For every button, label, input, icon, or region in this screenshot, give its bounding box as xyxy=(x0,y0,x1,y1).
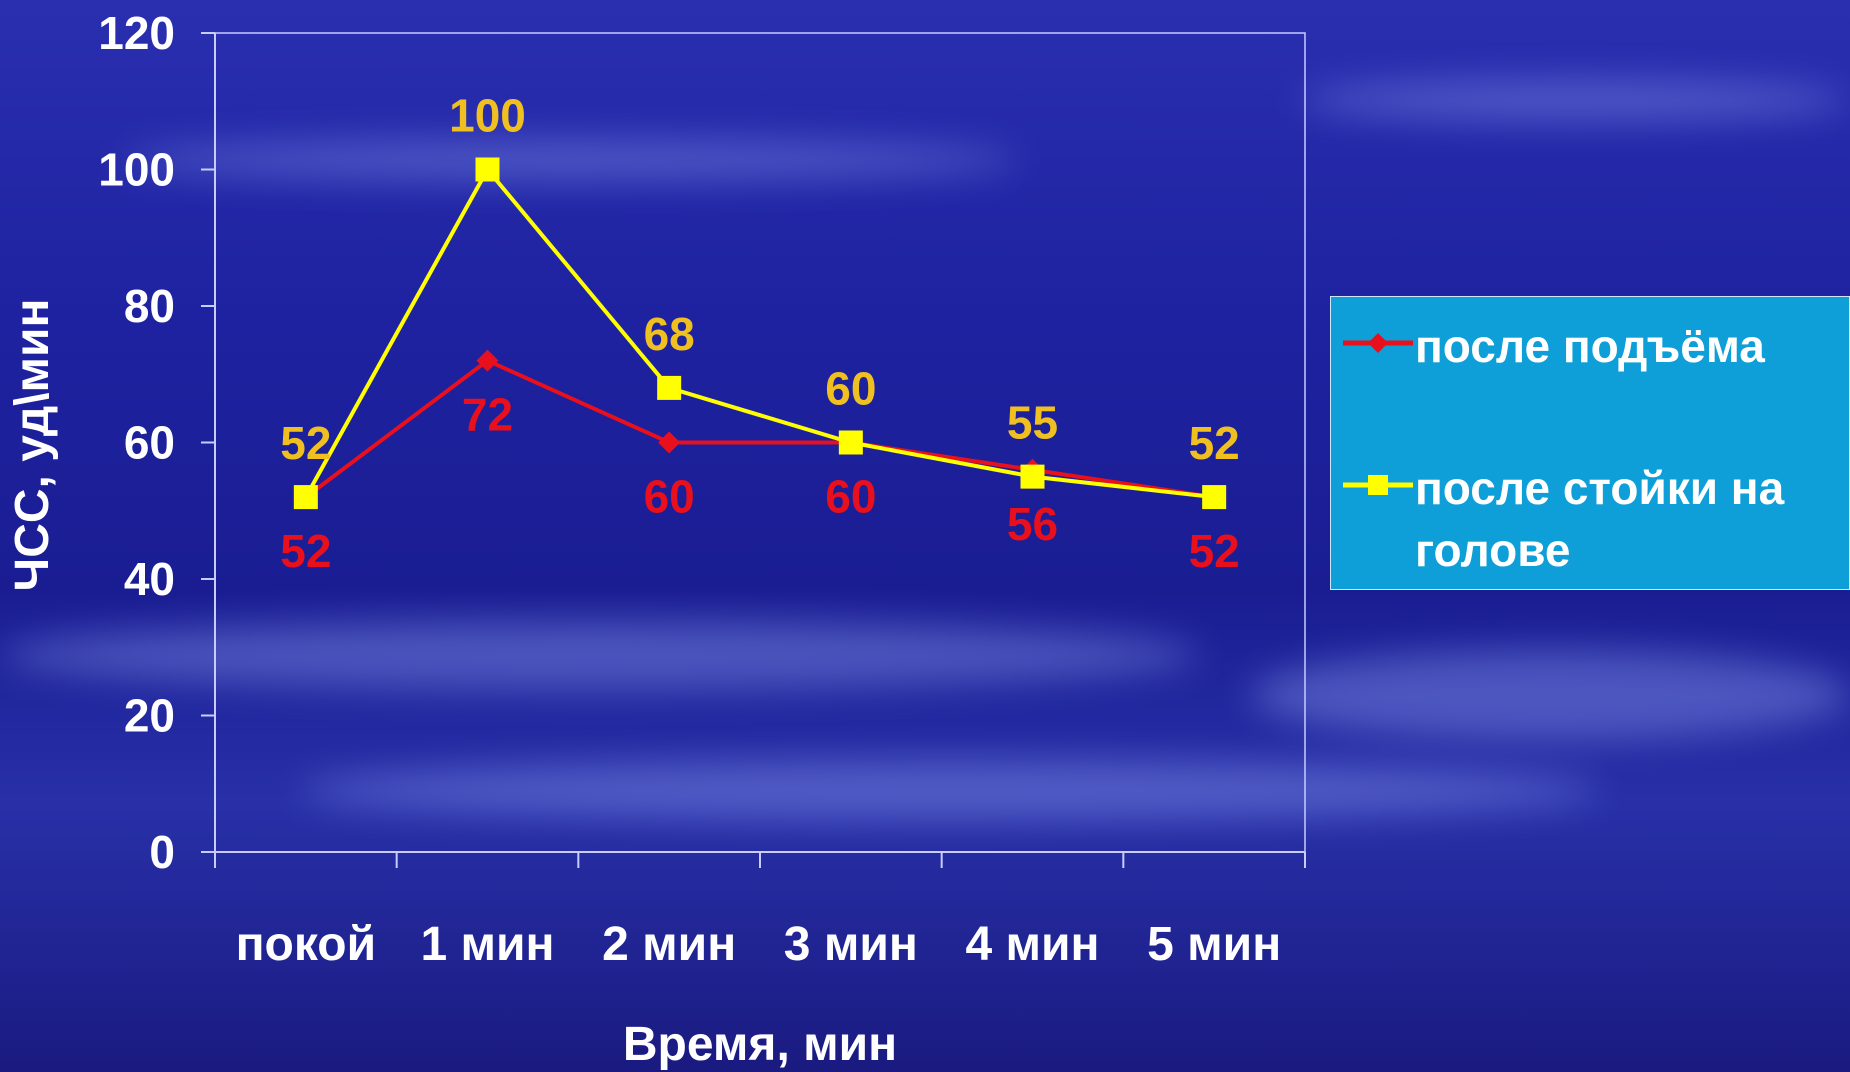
x-axis-title: Время, мин xyxy=(623,1018,897,1071)
legend-label-series-1: после подъёма xyxy=(1415,320,1765,372)
data-label: 100 xyxy=(449,90,526,142)
data-label: 55 xyxy=(1007,397,1058,449)
y-tick-label: 100 xyxy=(98,144,175,196)
series-line-2 xyxy=(304,165,1215,500)
data-point-square xyxy=(475,157,500,182)
y-tick-label: 60 xyxy=(124,417,175,469)
data-point-diamond xyxy=(476,349,499,372)
x-tick-label: покой xyxy=(236,918,377,971)
data-label: 52 xyxy=(1189,525,1240,577)
data-point-square xyxy=(1202,485,1227,510)
data-label: 52 xyxy=(1189,417,1240,469)
x-tick-label: 4 мин xyxy=(965,918,1099,971)
data-point-square xyxy=(657,375,682,400)
legend-swatch-diamond-icon xyxy=(1341,315,1415,371)
data-label: 52 xyxy=(280,417,331,469)
legend-swatch-square-icon xyxy=(1341,457,1415,513)
data-labels: 52 72 60 60 56 52 52 100 68 60 55 52 xyxy=(280,90,1240,578)
data-label: 52 xyxy=(280,525,331,577)
legend: после подъёма после стойки на голове xyxy=(1330,296,1850,590)
data-label: 60 xyxy=(825,363,876,415)
series-layer xyxy=(293,157,1227,510)
x-axis-ticks: покой 1 мин 2 мин 3 мин 4 мин 5 мин xyxy=(214,851,1306,971)
y-tick-label: 0 xyxy=(149,826,175,878)
y-tick-label: 120 xyxy=(98,7,175,59)
x-tick-label: 2 мин xyxy=(602,918,736,971)
data-point-square xyxy=(838,430,863,455)
data-label: 60 xyxy=(644,471,695,523)
y-tick-label: 80 xyxy=(124,280,175,332)
data-label: 68 xyxy=(644,308,695,360)
data-point-diamond xyxy=(658,431,681,454)
x-tick-label: 3 мин xyxy=(784,918,918,971)
legend-label-series-2: после стойки на голове xyxy=(1415,462,1785,576)
x-tick-label: 1 мин xyxy=(420,918,554,971)
y-axis-ticks: 0 20 40 60 80 100 120 xyxy=(98,7,216,878)
legend-item-series-2: после стойки на голове xyxy=(1341,457,1835,581)
data-label: 56 xyxy=(1007,498,1058,550)
data-label: 60 xyxy=(825,471,876,523)
y-tick-label: 40 xyxy=(124,553,175,605)
y-tick-label: 20 xyxy=(124,690,175,742)
y-axis-title: ЧСС, уд\мин xyxy=(6,298,59,591)
legend-item-series-1: после подъёма xyxy=(1341,315,1835,377)
series-line-1 xyxy=(304,358,1215,500)
data-point-square xyxy=(1020,464,1045,489)
data-label: 72 xyxy=(462,389,513,441)
data-point-square xyxy=(293,485,318,510)
x-tick-label: 5 мин xyxy=(1147,918,1281,971)
